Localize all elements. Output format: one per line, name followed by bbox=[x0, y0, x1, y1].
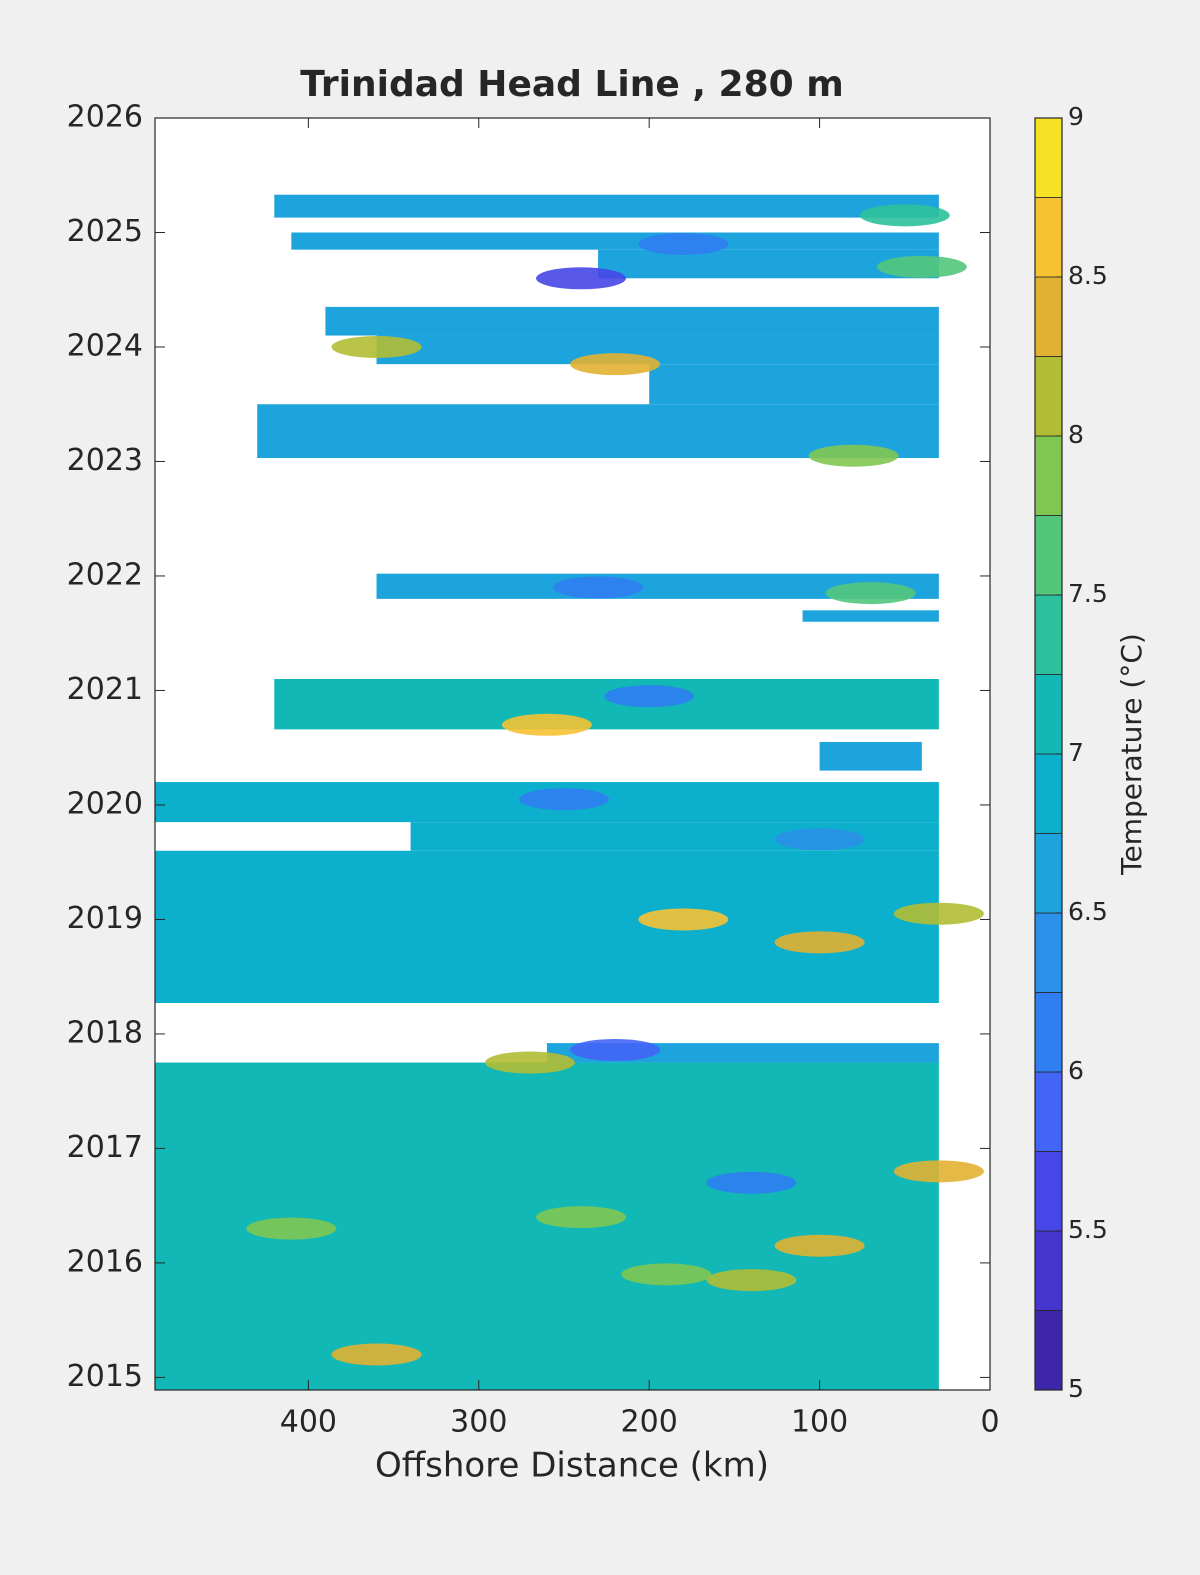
feature bbox=[638, 232, 729, 255]
data-block bbox=[649, 364, 939, 405]
colorbar-tick-label: 8 bbox=[1068, 420, 1084, 449]
y-tick-label: 2019 bbox=[67, 901, 143, 936]
colorbar-swatch bbox=[1034, 117, 1063, 198]
data-block bbox=[291, 232, 939, 250]
colorbar-tick-label: 7.5 bbox=[1068, 579, 1108, 608]
feature bbox=[893, 902, 984, 925]
feature bbox=[621, 1263, 712, 1286]
feature bbox=[501, 713, 592, 736]
data-block bbox=[325, 306, 939, 336]
colorbar-tick-label: 5 bbox=[1068, 1374, 1084, 1403]
x-tick-label: 0 bbox=[980, 1405, 999, 1440]
feature bbox=[570, 353, 661, 376]
feature bbox=[604, 685, 695, 708]
feature bbox=[553, 576, 644, 599]
colorbar-tick-label: 6 bbox=[1068, 1056, 1084, 1085]
x-tick-label: 400 bbox=[280, 1405, 337, 1440]
colorbar-tick-label: 7 bbox=[1068, 738, 1084, 767]
colorbar-swatch bbox=[1034, 1230, 1063, 1311]
x-tick-label: 200 bbox=[621, 1405, 678, 1440]
data-block bbox=[274, 679, 939, 730]
data-block bbox=[155, 850, 939, 1004]
y-tick-label: 2024 bbox=[67, 328, 143, 363]
colorbar-swatch bbox=[1034, 992, 1063, 1073]
feature bbox=[774, 828, 865, 851]
colorbar-tick-label: 8.5 bbox=[1068, 261, 1108, 290]
feature bbox=[774, 931, 865, 954]
colorbar-tick-label: 9 bbox=[1068, 102, 1084, 131]
colorbar-swatch bbox=[1034, 912, 1063, 993]
feature bbox=[876, 255, 967, 278]
feature bbox=[706, 1269, 797, 1292]
feature bbox=[570, 1038, 661, 1061]
colorbar-swatch bbox=[1034, 594, 1063, 675]
colorbar-tick-label: 6.5 bbox=[1068, 897, 1108, 926]
data-block bbox=[802, 610, 939, 622]
y-tick-label: 2026 bbox=[67, 100, 143, 135]
data-block bbox=[376, 335, 939, 365]
feature bbox=[808, 444, 899, 467]
feature bbox=[331, 335, 422, 358]
y-tick-label: 2017 bbox=[67, 1130, 143, 1165]
feature bbox=[893, 1160, 984, 1183]
data-block bbox=[819, 741, 922, 771]
y-tick-label: 2018 bbox=[67, 1015, 143, 1050]
y-tick-label: 2022 bbox=[67, 557, 143, 592]
feature bbox=[536, 1206, 627, 1229]
feature bbox=[638, 908, 729, 931]
colorbar-swatch bbox=[1034, 674, 1063, 755]
feature bbox=[331, 1343, 422, 1366]
colorbar-swatch bbox=[1034, 833, 1063, 914]
axes-frame bbox=[154, 117, 991, 1391]
y-tick-label: 2023 bbox=[67, 443, 143, 478]
feature bbox=[484, 1051, 575, 1074]
y-tick-label: 2016 bbox=[67, 1244, 143, 1279]
y-tick-label: 2015 bbox=[67, 1359, 143, 1394]
colorbar-swatch bbox=[1034, 753, 1063, 834]
data-block bbox=[274, 194, 939, 218]
feature bbox=[536, 267, 627, 290]
chart-title: Trinidad Head Line , 280 m bbox=[300, 64, 843, 105]
feature bbox=[774, 1234, 865, 1257]
feature bbox=[825, 582, 916, 605]
colorbar-swatch bbox=[1034, 435, 1063, 516]
plot-area bbox=[155, 194, 984, 1390]
feature bbox=[518, 788, 609, 811]
y-tick-label: 2021 bbox=[67, 672, 143, 707]
feature bbox=[859, 204, 950, 227]
colorbar-swatch bbox=[1034, 276, 1063, 357]
y-tick-label: 2020 bbox=[67, 786, 143, 821]
x-axis-label: Offshore Distance (km) bbox=[375, 1446, 769, 1486]
colorbar-swatch bbox=[1034, 356, 1063, 437]
colorbar-swatch bbox=[1034, 1151, 1063, 1232]
feature bbox=[706, 1171, 797, 1194]
x-tick-label: 100 bbox=[791, 1405, 848, 1440]
colorbar-swatch bbox=[1034, 197, 1063, 278]
colorbar-swatch bbox=[1034, 1071, 1063, 1152]
colorbar-tick-label: 5.5 bbox=[1068, 1215, 1108, 1244]
colorbar-label: Temperature (°C) bbox=[1115, 633, 1148, 876]
colorbar-swatch bbox=[1034, 1310, 1063, 1391]
colorbar-swatch bbox=[1034, 515, 1063, 596]
x-tick-label: 300 bbox=[450, 1405, 507, 1440]
feature bbox=[246, 1217, 337, 1240]
y-tick-label: 2025 bbox=[67, 214, 143, 249]
